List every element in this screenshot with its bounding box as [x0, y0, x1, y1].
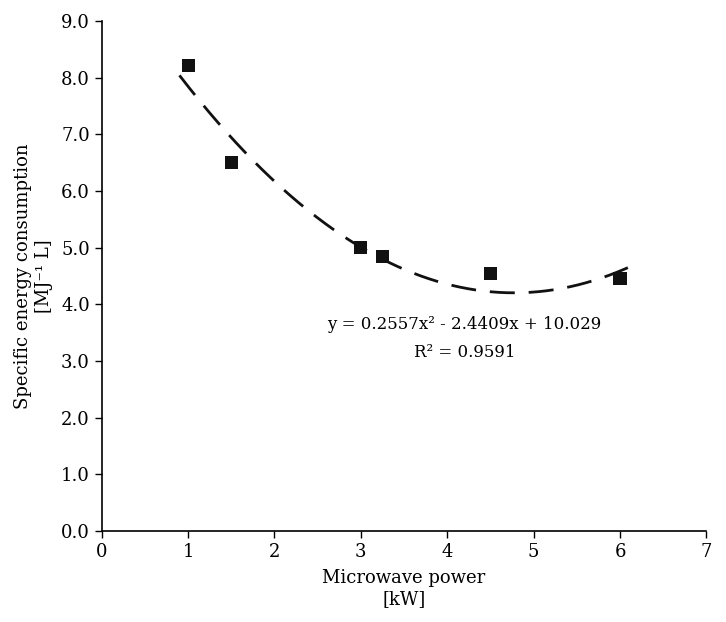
Point	[355, 243, 367, 253]
Point	[485, 268, 497, 278]
Text: y = 0.2557x² - 2.4409x + 10.029
R² = 0.9591: y = 0.2557x² - 2.4409x + 10.029 R² = 0.9…	[327, 316, 602, 361]
Point	[614, 274, 626, 284]
Point	[182, 60, 194, 70]
Y-axis label: Specific energy consumption
[MJ⁻¹ L]: Specific energy consumption [MJ⁻¹ L]	[14, 143, 53, 409]
Point	[377, 251, 388, 261]
X-axis label: Microwave power
[kW]: Microwave power [kW]	[322, 569, 486, 608]
Point	[226, 157, 237, 167]
